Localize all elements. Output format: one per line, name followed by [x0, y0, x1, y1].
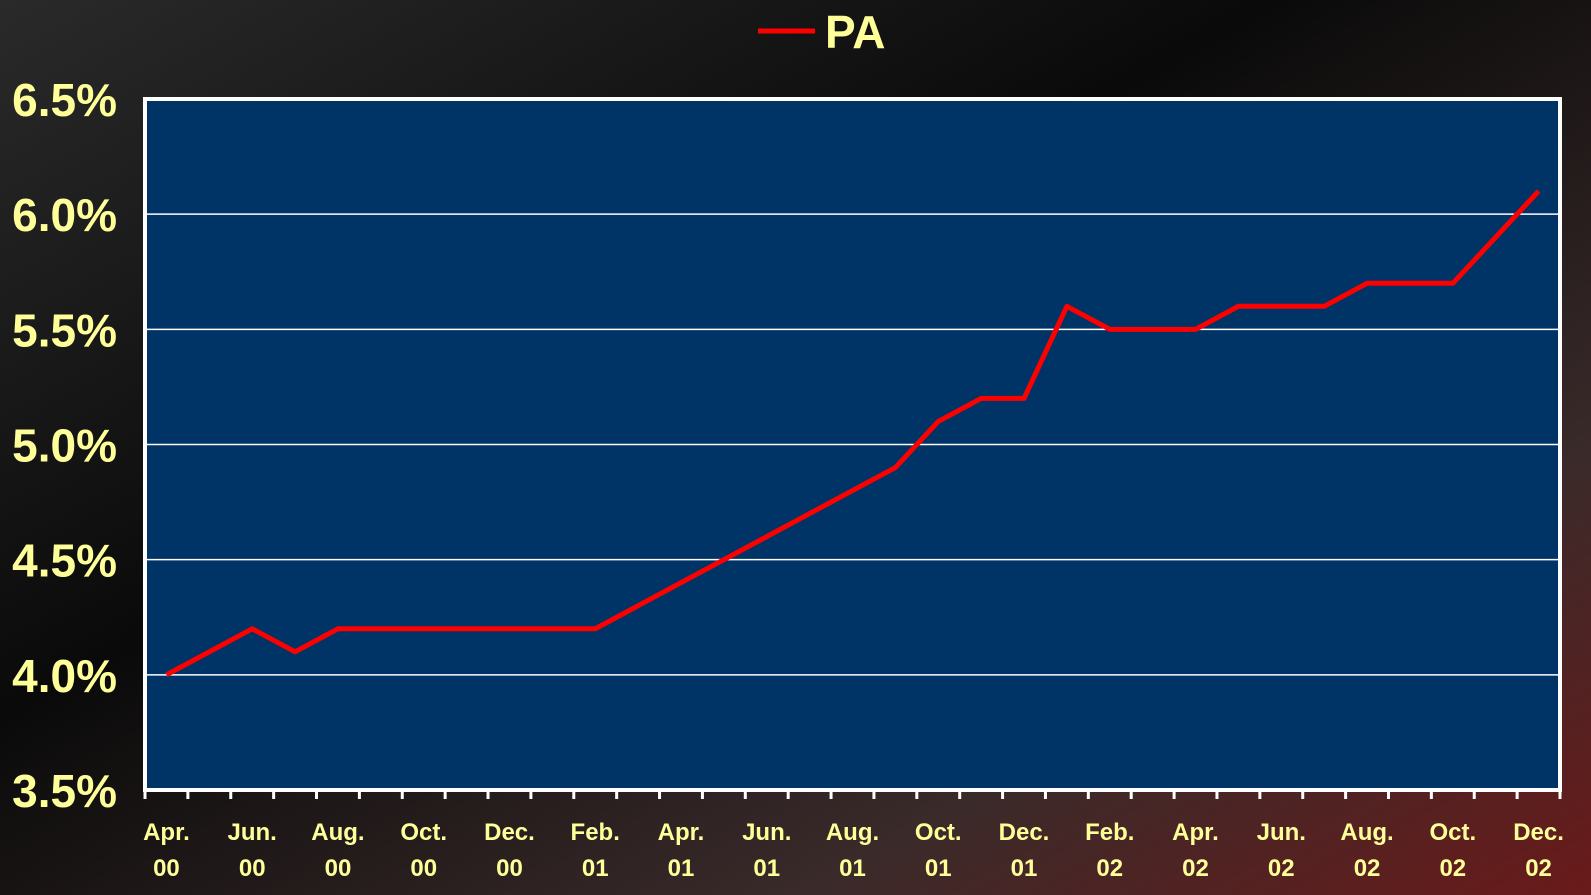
x-tick-label-line: 01 — [839, 855, 866, 882]
y-tick-label: 5.0% — [12, 420, 117, 472]
x-tick-label-line: 00 — [153, 855, 180, 882]
x-tick-label-line: 00 — [239, 855, 266, 882]
x-tick-label-line: Apr. — [658, 819, 705, 846]
x-tick-label-line: Aug. — [1340, 819, 1393, 846]
x-tick-label-line: 02 — [1182, 855, 1209, 882]
x-tick-label-line: Dec. — [999, 819, 1050, 846]
x-tick-label-line: 02 — [1439, 855, 1466, 882]
x-tick-label-line: Dec. — [1513, 819, 1564, 846]
x-tick-label-line: Aug. — [826, 819, 879, 846]
x-tick-label-line: Oct. — [915, 819, 962, 846]
x-tick-label-line: 00 — [410, 855, 437, 882]
x-tick-label-line: 01 — [1011, 855, 1038, 882]
y-tick-label: 6.5% — [12, 74, 117, 126]
x-tick-label-line: Jun. — [1257, 819, 1306, 846]
y-tick-label: 4.0% — [12, 650, 117, 702]
x-tick-label-line: 00 — [325, 855, 352, 882]
x-tick-label-line: 02 — [1096, 855, 1123, 882]
x-tick-label-line: 01 — [925, 855, 952, 882]
x-tick-label-line: 01 — [668, 855, 695, 882]
legend-label: PA — [825, 6, 886, 58]
x-tick-label-line: Apr. — [143, 819, 190, 846]
y-tick-label: 3.5% — [12, 765, 117, 817]
y-tick-label: 4.5% — [12, 535, 117, 587]
x-tick-label-line: 02 — [1268, 855, 1295, 882]
x-tick-label-line: Jun. — [742, 819, 791, 846]
x-tick-label-line: 00 — [496, 855, 523, 882]
x-tick-label-line: Oct. — [1429, 819, 1476, 846]
page: {"chart_data": {"type": "line", "categor… — [0, 0, 1591, 895]
x-tick-label-line: 02 — [1525, 855, 1552, 882]
x-tick-label-line: 01 — [582, 855, 609, 882]
y-tick-label: 6.0% — [12, 189, 117, 241]
x-tick-label-line: Dec. — [484, 819, 535, 846]
x-tick-label-line: Jun. — [228, 819, 277, 846]
x-tick-label-line: 02 — [1354, 855, 1381, 882]
x-tick-label-line: Apr. — [1172, 819, 1219, 846]
x-tick-label-line: Feb. — [1085, 819, 1134, 846]
x-tick-label-line: Feb. — [571, 819, 620, 846]
y-tick-label: 5.5% — [12, 304, 117, 356]
x-tick-label-line: Oct. — [400, 819, 447, 846]
x-tick-label-line: 01 — [753, 855, 780, 882]
x-tick-label-line: Aug. — [311, 819, 364, 846]
chart: 3.5% 4.0% 4.5% 5.0% 5.5% 6.0% 6.5% Apr. 00 Jun. 00… — [0, 0, 1591, 895]
